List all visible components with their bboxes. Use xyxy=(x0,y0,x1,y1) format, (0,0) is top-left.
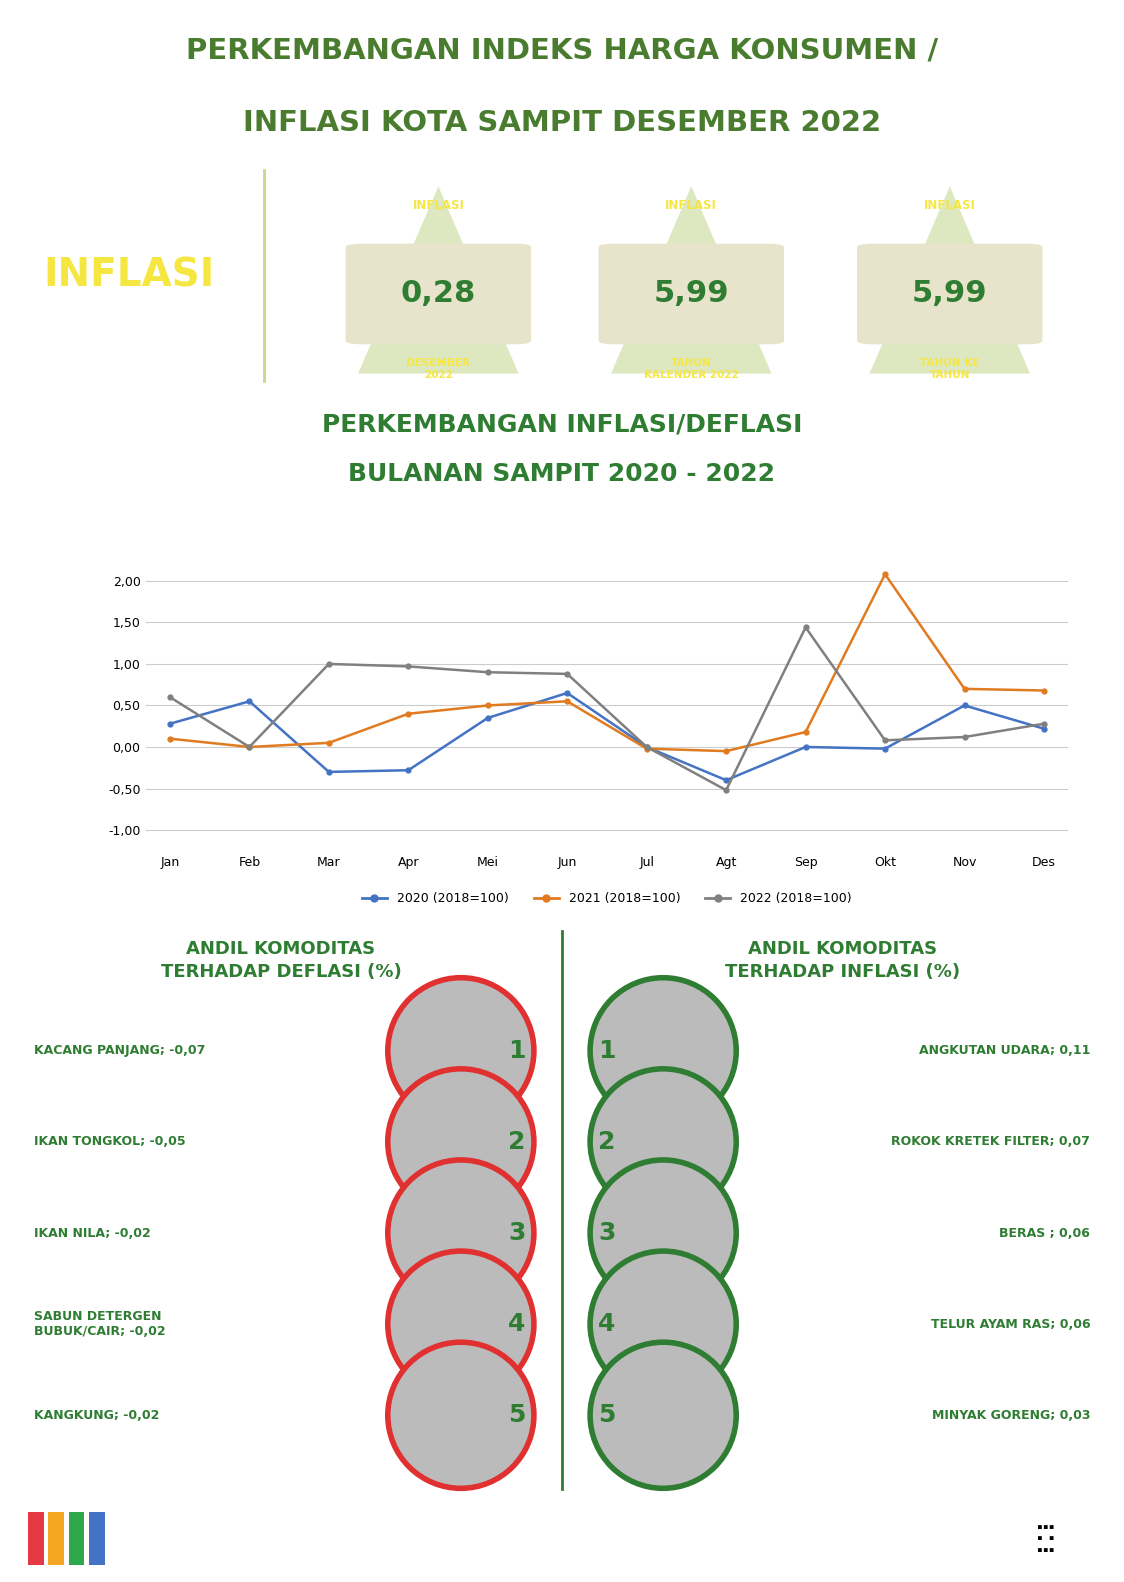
Text: 2: 2 xyxy=(508,1130,526,1153)
Text: KANGKUNG; -0,02: KANGKUNG; -0,02 xyxy=(34,1408,160,1422)
Text: 1: 1 xyxy=(508,1039,526,1063)
Text: SABUN DETERGEN
BUBUK/CAIR; -0,02: SABUN DETERGEN BUBUK/CAIR; -0,02 xyxy=(34,1310,165,1338)
Text: ANDIL KOMODITAS
TERHADAP INFLASI (%): ANDIL KOMODITAS TERHADAP INFLASI (%) xyxy=(725,940,961,981)
Text: 2: 2 xyxy=(598,1130,616,1153)
Text: PERKEMBANGAN INFLASI/DEFLASI: PERKEMBANGAN INFLASI/DEFLASI xyxy=(321,413,803,437)
Polygon shape xyxy=(611,187,771,373)
FancyBboxPatch shape xyxy=(984,1501,1107,1576)
Text: ▪▪▪
▪ ▪
▪▪▪: ▪▪▪ ▪ ▪ ▪▪▪ xyxy=(1036,1522,1054,1555)
Text: BADAN PUSAT STATISTIK: BADAN PUSAT STATISTIK xyxy=(146,1517,378,1535)
Text: TAHUN
KALENDER 2022: TAHUN KALENDER 2022 xyxy=(644,358,738,380)
Text: 0,28: 0,28 xyxy=(401,280,475,308)
FancyBboxPatch shape xyxy=(346,244,532,345)
Ellipse shape xyxy=(388,1069,534,1215)
FancyBboxPatch shape xyxy=(69,1512,84,1565)
Ellipse shape xyxy=(590,978,736,1123)
Text: BERAS ; 0,06: BERAS ; 0,06 xyxy=(999,1226,1090,1240)
Ellipse shape xyxy=(388,1342,534,1489)
Ellipse shape xyxy=(590,1251,736,1397)
Text: INFLASI: INFLASI xyxy=(44,256,215,294)
Text: KACANG PANJANG; -0,07: KACANG PANJANG; -0,07 xyxy=(34,1044,205,1057)
Text: 5: 5 xyxy=(508,1403,526,1427)
FancyBboxPatch shape xyxy=(89,1512,105,1565)
Ellipse shape xyxy=(590,1160,736,1307)
FancyBboxPatch shape xyxy=(856,244,1043,345)
Text: 4: 4 xyxy=(508,1311,526,1337)
Ellipse shape xyxy=(388,1160,534,1307)
Legend: 2020 (2018=100), 2021 (2018=100), 2022 (2018=100): 2020 (2018=100), 2021 (2018=100), 2022 (… xyxy=(357,888,856,910)
Ellipse shape xyxy=(590,1342,736,1489)
Text: TELUR AYAM RAS; 0,06: TELUR AYAM RAS; 0,06 xyxy=(931,1318,1090,1330)
Polygon shape xyxy=(870,187,1030,373)
Text: INFLASI: INFLASI xyxy=(665,198,717,212)
Text: TAHUN KE
TAHUN: TAHUN KE TAHUN xyxy=(921,358,979,380)
Text: INFLASI KOTA SAMPIT DESEMBER 2022: INFLASI KOTA SAMPIT DESEMBER 2022 xyxy=(243,109,881,138)
Text: 1: 1 xyxy=(598,1039,616,1063)
Text: KABUPATEN KOTAWARINGIN TIMUR: KABUPATEN KOTAWARINGIN TIMUR xyxy=(146,1550,420,1565)
Text: 3: 3 xyxy=(508,1221,526,1245)
Text: ANDIL KOMODITAS
TERHADAP DEFLASI (%): ANDIL KOMODITAS TERHADAP DEFLASI (%) xyxy=(161,940,401,981)
Text: PERKEMBANGAN INDEKS HARGA KONSUMEN /: PERKEMBANGAN INDEKS HARGA KONSUMEN / xyxy=(185,36,939,65)
Text: 5,99: 5,99 xyxy=(653,280,729,308)
Polygon shape xyxy=(359,187,518,373)
Text: 3: 3 xyxy=(598,1221,616,1245)
FancyBboxPatch shape xyxy=(598,244,785,345)
Text: DESEMBER
2022: DESEMBER 2022 xyxy=(407,358,470,380)
Text: MINYAK GORENG; 0,03: MINYAK GORENG; 0,03 xyxy=(932,1408,1090,1422)
Text: IKAN TONGKOL; -0,05: IKAN TONGKOL; -0,05 xyxy=(34,1136,185,1149)
FancyBboxPatch shape xyxy=(48,1512,64,1565)
Text: ANGKUTAN UDARA; 0,11: ANGKUTAN UDARA; 0,11 xyxy=(919,1044,1090,1057)
Text: 5: 5 xyxy=(598,1403,616,1427)
Text: INFLASI: INFLASI xyxy=(924,198,976,212)
Ellipse shape xyxy=(388,1251,534,1397)
Text: 4: 4 xyxy=(598,1311,616,1337)
Text: INFLASI: INFLASI xyxy=(413,198,464,212)
FancyBboxPatch shape xyxy=(28,1512,44,1565)
Text: BULANAN SAMPIT 2020 - 2022: BULANAN SAMPIT 2020 - 2022 xyxy=(348,462,776,486)
Ellipse shape xyxy=(590,1069,736,1215)
Text: 5,99: 5,99 xyxy=(912,280,988,308)
Ellipse shape xyxy=(388,978,534,1123)
Text: IKAN NILA; -0,02: IKAN NILA; -0,02 xyxy=(34,1226,151,1240)
Text: ROKOK KRETEK FILTER; 0,07: ROKOK KRETEK FILTER; 0,07 xyxy=(891,1136,1090,1149)
